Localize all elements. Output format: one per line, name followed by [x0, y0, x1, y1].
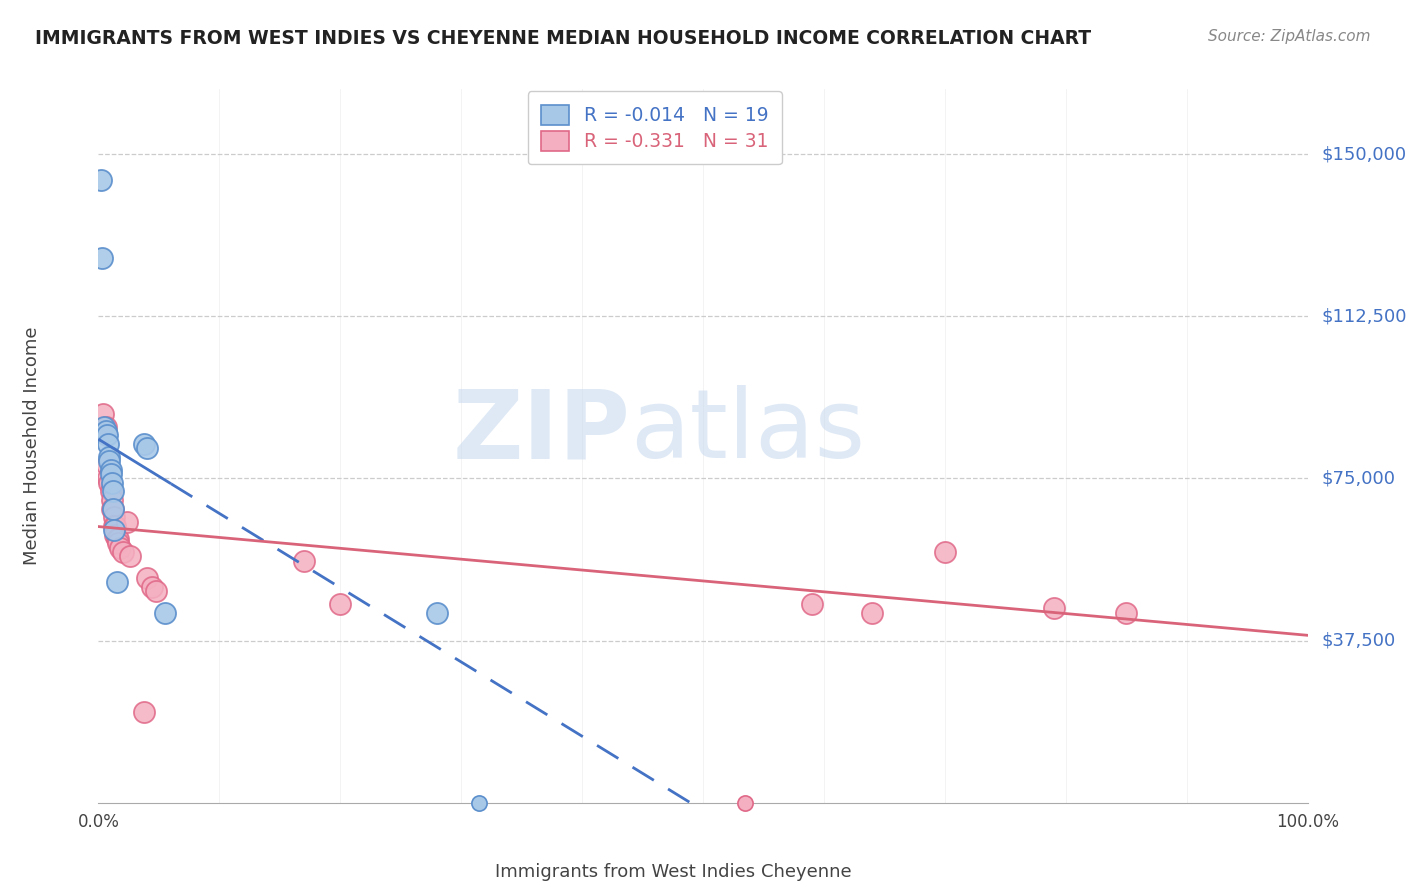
Point	[100, 484, 122, 499]
Text: $112,500: $112,500	[1322, 307, 1406, 326]
Point	[135, 571, 157, 585]
Point	[98, 454, 121, 468]
Point	[100, 463, 122, 477]
Point	[94, 419, 117, 434]
Point	[118, 549, 141, 564]
Point	[98, 475, 121, 490]
Point	[426, 606, 449, 620]
Point	[90, 173, 112, 187]
Point	[100, 475, 122, 490]
Point	[134, 437, 156, 451]
Point	[1042, 601, 1064, 615]
Point	[105, 532, 128, 546]
Point	[91, 251, 114, 265]
Point	[135, 441, 157, 455]
Point	[105, 575, 128, 590]
Point	[103, 519, 125, 533]
Point	[103, 524, 125, 538]
Point	[134, 705, 156, 719]
Point	[117, 515, 139, 529]
Point	[91, 407, 114, 421]
Point	[96, 428, 118, 442]
Point	[100, 493, 122, 508]
Text: $150,000: $150,000	[1322, 145, 1406, 163]
Point	[1115, 606, 1137, 620]
Point	[93, 419, 115, 434]
Text: $75,000: $75,000	[1322, 469, 1396, 487]
Point	[111, 545, 134, 559]
Point	[934, 545, 956, 559]
Text: ZIP: ZIP	[453, 385, 630, 478]
Point	[103, 510, 125, 524]
Point	[107, 532, 129, 546]
Point	[100, 467, 122, 482]
Point	[97, 437, 120, 451]
Point	[860, 606, 883, 620]
Text: $37,500: $37,500	[1322, 632, 1396, 649]
Point	[101, 484, 124, 499]
Point	[104, 527, 127, 541]
Point	[97, 471, 120, 485]
Point	[141, 580, 163, 594]
Point	[104, 519, 127, 533]
Point	[101, 501, 124, 516]
Point	[292, 553, 315, 567]
Point	[734, 796, 756, 810]
Point	[96, 458, 118, 473]
Point	[800, 597, 823, 611]
Text: Median Household Income: Median Household Income	[22, 326, 41, 566]
Text: IMMIGRANTS FROM WEST INDIES VS CHEYENNE MEDIAN HOUSEHOLD INCOME CORRELATION CHAR: IMMIGRANTS FROM WEST INDIES VS CHEYENNE …	[35, 29, 1091, 47]
Point	[98, 450, 121, 464]
Point	[468, 796, 491, 810]
Point	[107, 536, 129, 550]
Legend: R = -0.014   N = 19, R = -0.331   N = 31: R = -0.014 N = 19, R = -0.331 N = 31	[527, 92, 782, 164]
Text: atlas: atlas	[630, 385, 866, 478]
Point	[145, 583, 167, 598]
Point	[100, 501, 122, 516]
Point	[94, 424, 117, 438]
Text: Cheyenne: Cheyenne	[761, 863, 852, 881]
Point	[153, 606, 176, 620]
Point	[108, 541, 131, 555]
Text: Immigrants from West Indies: Immigrants from West Indies	[495, 863, 755, 881]
Point	[329, 597, 352, 611]
Text: Source: ZipAtlas.com: Source: ZipAtlas.com	[1208, 29, 1371, 44]
Point	[101, 501, 124, 516]
